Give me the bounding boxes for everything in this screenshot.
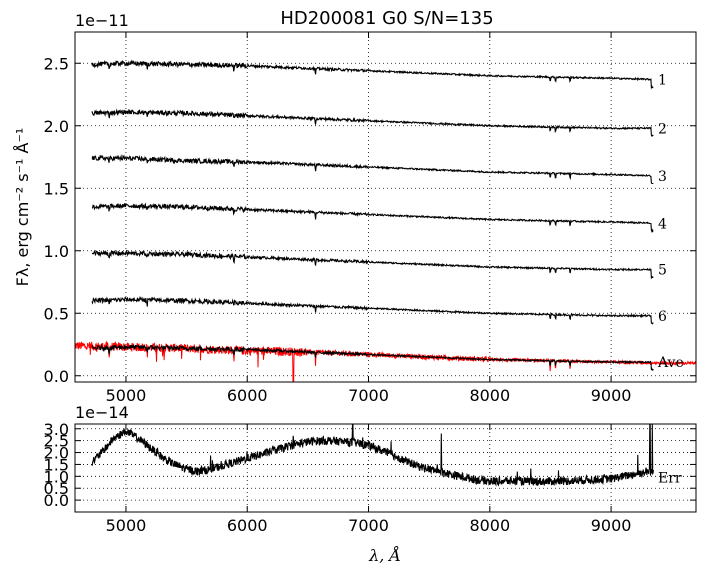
spectrum-label-3: 3 (658, 169, 667, 185)
top-x-tick-label: 9000 (591, 386, 632, 405)
top-y-tick-label: 1.5 (44, 179, 69, 198)
top-y-tick-label: 2.5 (44, 54, 69, 73)
bottom-y-tick-label: 1.5 (44, 455, 69, 474)
bottom-x-tick-label: 7000 (348, 516, 389, 535)
spectrum-label-1: 1 (658, 73, 667, 89)
spectrum-line-6 (91, 295, 654, 325)
spectrum-label-2: 2 (658, 121, 667, 137)
top-x-tick-label: 8000 (469, 386, 510, 405)
top-offset-text: 1e−11 (75, 11, 129, 30)
bottom-x-tick-label: 6000 (227, 516, 268, 535)
bottom-y-tick-label: 1.0 (44, 467, 69, 486)
top-y-tick-label: 0.0 (44, 367, 69, 386)
top-y-tick-label: 0.5 (44, 304, 69, 323)
bottom-panel-grid (75, 424, 696, 512)
spectrum-label-5: 5 (658, 263, 667, 279)
x-axis-label: λ, Å (368, 545, 401, 565)
spectrum-line-1 (91, 59, 654, 90)
top-panel-axes: 5000 6000 7000 8000 9000 0.0 0.5 1.0 1.5 2.0 2.5 (44, 32, 696, 405)
bottom-y-tick-label: 0.0 (44, 491, 69, 510)
bottom-offset-text: 1e−14 (75, 403, 129, 422)
y-axis-label: Fλ, erg cm⁻² s⁻¹ Å⁻¹ (13, 128, 32, 287)
bottom-panel-error-spectrum: Err (91, 423, 682, 487)
top-x-tick-label: 6000 (227, 386, 268, 405)
error-spectrum-line (91, 423, 654, 487)
top-x-tick-label: 7000 (348, 386, 389, 405)
error-spectrum-label: Err (658, 470, 682, 486)
bottom-x-tick-label: 8000 (469, 516, 510, 535)
spectrum-label-4: 4 (658, 216, 667, 232)
spectrum-line-5 (91, 249, 654, 280)
spectrum-label-6: 6 (658, 309, 667, 325)
top-y-tick-label: 1.0 (44, 242, 69, 261)
top-x-tick-label: 5000 (106, 386, 147, 405)
spectrum-line-ave (91, 343, 654, 371)
spectrum-line-4 (91, 202, 654, 234)
top-panel-frame (74, 31, 697, 383)
top-panel-spectra: 1 2 3 4 5 6 Ave (91, 59, 684, 371)
bottom-x-tick-label: 5000 (106, 516, 147, 535)
spectrum-line-2 (91, 108, 654, 137)
top-y-tick-label: 2.0 (44, 117, 69, 136)
bottom-y-tick-label: 2.0 (44, 444, 69, 463)
bottom-x-tick-label: 9000 (591, 516, 632, 535)
bottom-y-tick-label: 0.5 (44, 479, 69, 498)
bottom-panel-frame (74, 423, 697, 513)
spectrum-line-3 (91, 154, 654, 185)
bottom-panel-axes: 5000 6000 7000 8000 9000 0.00.51.01.52.02.53.… (44, 420, 696, 535)
spectrum-label-ave: Ave (657, 355, 684, 371)
chart-title: HD200081 G0 S/N=135 (280, 8, 493, 29)
bottom-y-tick-label: 2.5 (44, 432, 69, 451)
bottom-y-tick-label: 3.0 (44, 420, 69, 439)
